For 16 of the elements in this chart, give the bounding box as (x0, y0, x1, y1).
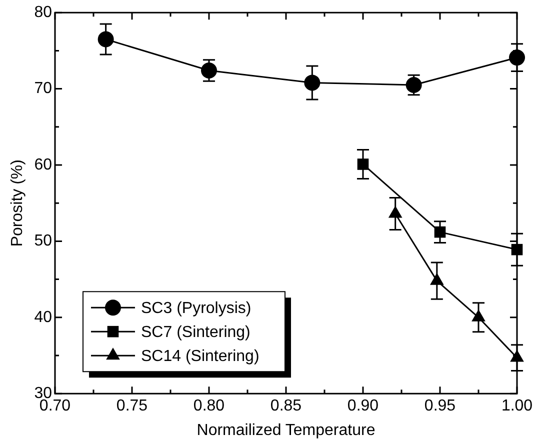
x-tick-label: 1.00 (501, 398, 533, 415)
x-tick-label: 0.95 (424, 398, 456, 415)
legend-label: SC14 (Sintering) (140, 348, 260, 366)
y-tick-label: 60 (34, 156, 52, 174)
y-tick-label: 50 (34, 232, 52, 250)
y-tick-label: 40 (34, 308, 52, 326)
legend-label: SC7 (Sintering) (140, 324, 250, 342)
x-tick-label: 0.90 (347, 398, 379, 415)
y-tick-label: 80 (34, 4, 52, 22)
x-axis-title: Normailized Temperature (196, 422, 376, 439)
legend-label: SC3 (Pyrolysis) (140, 300, 252, 318)
x-tick-label: 0.85 (270, 398, 302, 415)
y-axis-title: Porosity (%) (9, 160, 26, 247)
x-tick-label: 0.80 (193, 398, 225, 415)
x-tick-label: 0.75 (116, 398, 148, 415)
y-tick-label: 70 (34, 80, 52, 98)
